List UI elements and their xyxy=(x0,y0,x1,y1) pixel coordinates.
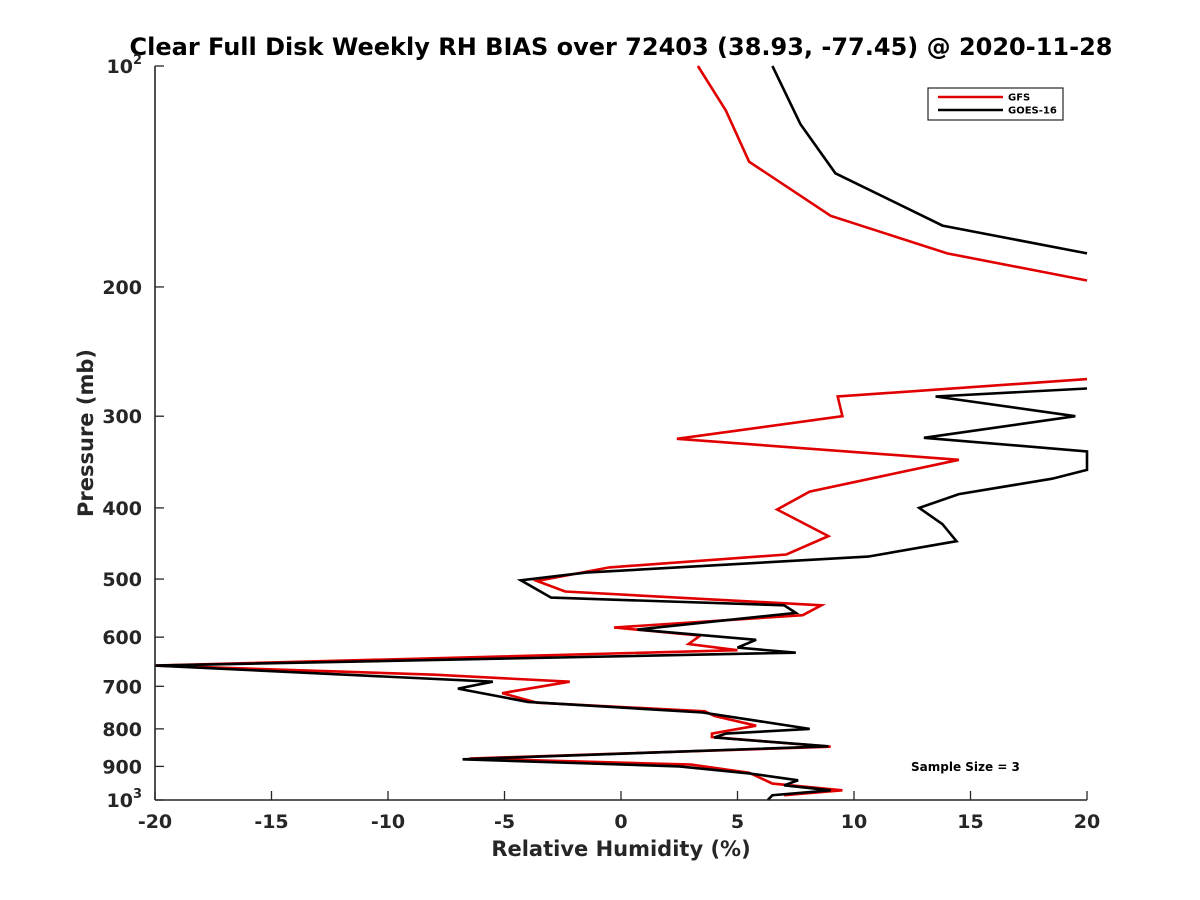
x-tick-label: -15 xyxy=(254,811,288,833)
legend: GFS GOES-16 xyxy=(927,87,1064,121)
sample-size-annotation: Sample Size = 3 xyxy=(911,760,1020,774)
legend-box xyxy=(927,87,1064,121)
y-tick-label: 400 xyxy=(102,498,142,520)
x-tick-label: -5 xyxy=(494,811,515,833)
x-tick-label: -10 xyxy=(371,811,405,833)
y-tick-label: 300 xyxy=(102,406,142,428)
y-tick-label: 500 xyxy=(102,569,142,591)
x-axis-label: Relative Humidity (%) xyxy=(491,837,750,861)
x-tick-label: 20 xyxy=(1074,811,1100,833)
chart-title: Clear Full Disk Weekly RH BIAS over 7240… xyxy=(130,33,1113,61)
series-line-goes16-1 xyxy=(154,387,1089,801)
x-tick-label: 10 xyxy=(841,811,867,833)
x-tick-label: 0 xyxy=(614,811,627,833)
x-tick-label: 5 xyxy=(731,811,744,833)
y-tick-label: 102 xyxy=(107,53,143,78)
series-line-gfs-0 xyxy=(696,65,1088,282)
y-tick-label: 700 xyxy=(102,676,142,698)
y-tick-label: 200 xyxy=(102,277,142,299)
x-tick-label: 15 xyxy=(957,811,983,833)
y-tick-label: 900 xyxy=(102,756,142,778)
legend-label-gfs: GFS xyxy=(1008,93,1030,104)
y-tick-label: 103 xyxy=(107,787,143,812)
y-axis-label: Pressure (mb) xyxy=(74,349,98,517)
series-line-goes16-0 xyxy=(771,65,1088,255)
y-tick-label: 600 xyxy=(102,627,142,649)
plot-area: -20 -15 -10 -5 0 5 10 15 20 102 200 300 400 500 600 700… xyxy=(102,53,1100,833)
legend-label-goes16: GOES-16 xyxy=(1008,106,1057,117)
y-tick-label: 800 xyxy=(102,719,142,741)
x-tick-label: -20 xyxy=(138,811,172,833)
